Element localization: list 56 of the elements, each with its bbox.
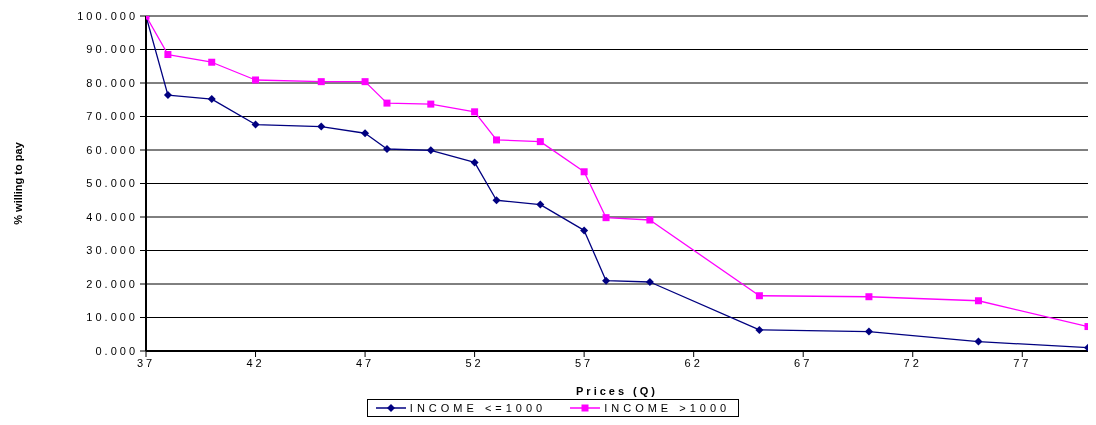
x-tick-label: 62 bbox=[684, 356, 703, 369]
point bbox=[317, 122, 326, 131]
point bbox=[252, 76, 260, 84]
point bbox=[207, 95, 216, 104]
point bbox=[470, 158, 479, 167]
point bbox=[536, 200, 545, 209]
x-tick-label: 77 bbox=[1013, 356, 1032, 369]
point bbox=[492, 196, 501, 205]
x-tick-label: 47 bbox=[355, 356, 375, 369]
point bbox=[426, 146, 435, 155]
y-tick-label: 100.000 bbox=[77, 9, 138, 22]
y-tick-label: 20.000 bbox=[86, 277, 138, 290]
y-tick-label: 50.000 bbox=[86, 177, 138, 190]
point bbox=[427, 100, 435, 108]
point bbox=[493, 136, 501, 144]
x-axis-title: Prices (Q) bbox=[576, 385, 658, 397]
y-tick-label: 70.000 bbox=[86, 110, 138, 123]
point bbox=[317, 78, 325, 86]
x-tick-label: 72 bbox=[903, 356, 922, 369]
point bbox=[864, 327, 873, 336]
point bbox=[471, 108, 479, 116]
point bbox=[602, 276, 611, 285]
point bbox=[251, 120, 260, 129]
y-tick-label: 10.000 bbox=[86, 311, 138, 324]
point bbox=[361, 129, 370, 138]
point bbox=[865, 293, 873, 301]
point bbox=[361, 78, 369, 86]
x-tick-label: 42 bbox=[246, 356, 265, 369]
point bbox=[646, 216, 654, 224]
y-tick-label: 40.000 bbox=[86, 210, 138, 223]
x-tick-label: 37 bbox=[136, 356, 156, 369]
y-tick-label: 30.000 bbox=[86, 244, 138, 257]
point bbox=[383, 99, 391, 107]
x-tick-label: 67 bbox=[794, 356, 813, 369]
point bbox=[382, 144, 391, 153]
y-tick-label: 80.000 bbox=[86, 76, 138, 89]
point bbox=[163, 91, 172, 100]
point bbox=[208, 58, 216, 66]
point bbox=[602, 214, 610, 222]
legend-label: INCOME >1000 bbox=[603, 402, 731, 414]
legend-label: INCOME <=1000 bbox=[408, 402, 547, 414]
y-tick-label: 90.000 bbox=[86, 43, 138, 56]
y-tick-label: 60.000 bbox=[86, 143, 138, 156]
point bbox=[755, 292, 763, 300]
point bbox=[645, 277, 654, 286]
point bbox=[974, 337, 983, 346]
x-tick-label: 52 bbox=[465, 356, 484, 369]
point bbox=[164, 51, 172, 59]
point bbox=[580, 226, 589, 235]
point bbox=[536, 138, 544, 146]
point bbox=[974, 297, 982, 305]
y-axis-title: % willing to pay bbox=[11, 141, 24, 225]
point bbox=[580, 168, 588, 176]
y-tick-label: 0.000 bbox=[95, 344, 138, 357]
point bbox=[755, 325, 764, 334]
x-tick-label: 57 bbox=[575, 356, 594, 369]
